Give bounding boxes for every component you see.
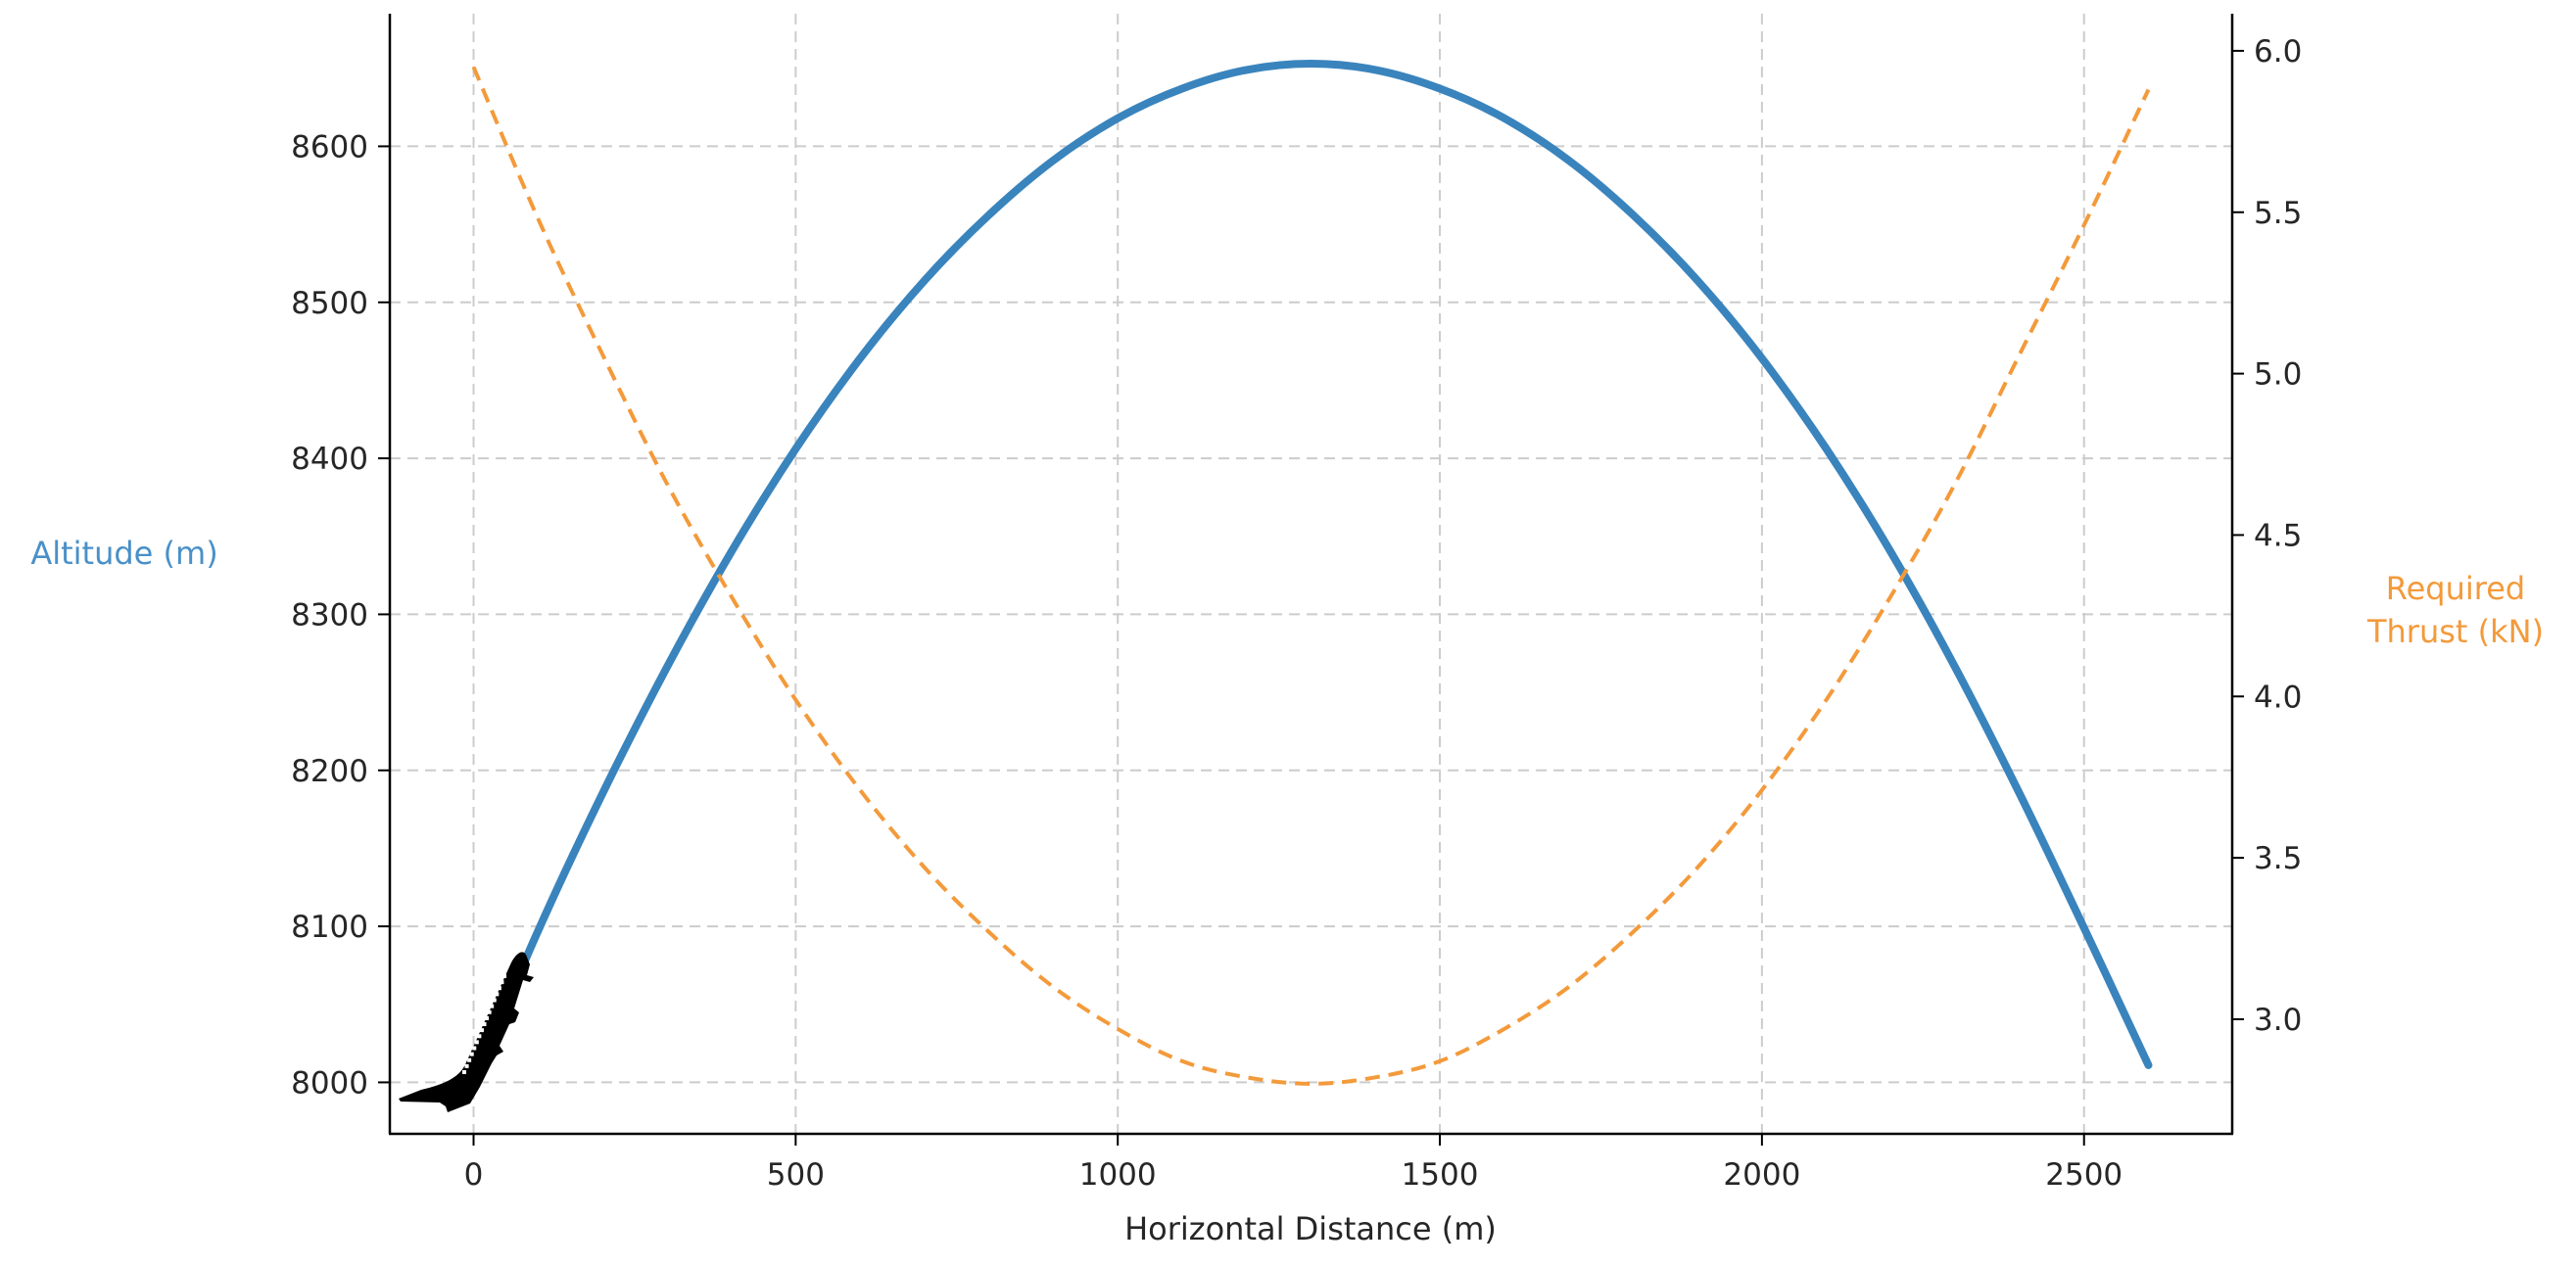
- plane-window: [464, 1063, 469, 1068]
- y2-tick-label: 4.5: [2254, 518, 2302, 553]
- y2-tick-label: 5.0: [2254, 357, 2302, 393]
- y2-tick-label: 4.0: [2254, 680, 2302, 715]
- y2-tick-label: 5.5: [2254, 196, 2302, 231]
- plane-window: [490, 1004, 495, 1009]
- y-tick-label: 8600: [291, 129, 368, 164]
- x-tick-label: 1500: [1402, 1157, 1479, 1193]
- plane-window: [482, 1022, 487, 1026]
- y-tick-label: 8500: [291, 286, 368, 321]
- x-axis-label: Horizontal Distance (m): [1124, 1210, 1497, 1247]
- airplane-icon: [399, 952, 534, 1112]
- x-tick-label: 2500: [2045, 1157, 2123, 1193]
- y2-tick-label: 6.0: [2254, 34, 2302, 70]
- thrust-line: [471, 66, 2151, 1086]
- tick-labels: 0 500 1000 1500 2000 2500 8000 8100 8200 8300 8400…: [291, 34, 2302, 1193]
- plane-window: [472, 1046, 477, 1051]
- altitude-line: [469, 59, 2153, 1087]
- tick-marks: [378, 49, 2244, 1146]
- plane-window: [462, 1070, 466, 1074]
- plane-window: [477, 1034, 482, 1039]
- grid-lines: [390, 14, 2232, 1134]
- plane-window: [492, 998, 497, 1003]
- series-lines: [469, 59, 2153, 1087]
- y-tick-label: 8000: [291, 1065, 368, 1101]
- y-tick-label: 8400: [291, 442, 368, 477]
- plane-window: [469, 1052, 474, 1056]
- plane-window: [467, 1057, 472, 1062]
- y2-tick-label: 3.5: [2254, 841, 2302, 876]
- plane-window: [479, 1028, 484, 1033]
- y2-tick-label: 3.0: [2254, 1003, 2302, 1038]
- y2-axis-label-line1: Required: [2386, 570, 2525, 607]
- plane-window: [485, 1015, 490, 1020]
- plane-window: [495, 992, 500, 997]
- y-tick-label: 8200: [291, 754, 368, 789]
- x-tick-label: 500: [767, 1157, 825, 1193]
- plane-window: [500, 980, 504, 985]
- y-tick-label: 8300: [291, 597, 368, 633]
- axes: [388, 14, 2234, 1136]
- plane-window: [502, 974, 506, 978]
- y-tick-label: 8100: [291, 910, 368, 945]
- plane-window: [474, 1040, 479, 1045]
- plane-window: [497, 986, 501, 991]
- y-axis-label-altitude: Altitude (m): [30, 535, 217, 572]
- plane-window: [487, 1009, 492, 1014]
- x-tick-label: 1000: [1079, 1157, 1157, 1193]
- x-tick-label: 2000: [1723, 1157, 1800, 1193]
- x-tick-label: 0: [464, 1157, 484, 1193]
- y2-axis-label-line2: Thrust (kN): [2366, 613, 2544, 650]
